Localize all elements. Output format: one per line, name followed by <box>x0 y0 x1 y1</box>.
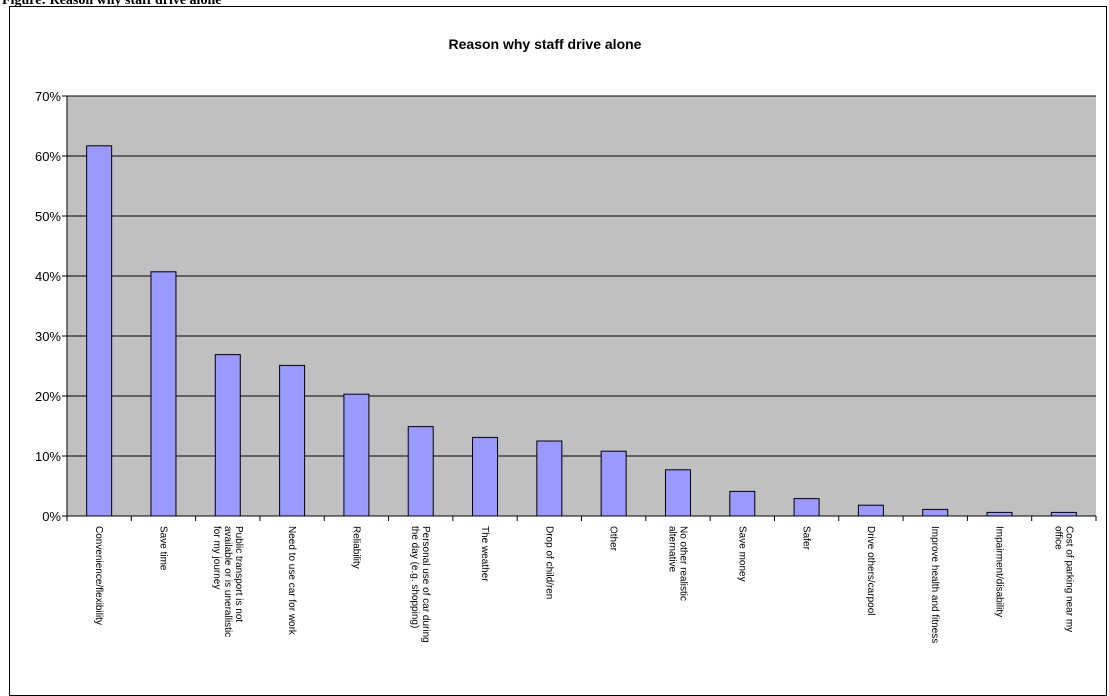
x-tick-label-9-line-0: No other realistic <box>677 526 688 601</box>
bars <box>86 145 1077 517</box>
bar-0 <box>86 145 113 517</box>
x-tick-label-13: Improve health and fitness <box>929 526 940 643</box>
x-tick-label-5-line-1: the day (e.g. shopping) <box>409 526 420 628</box>
x-tick-label-6-line-0: The weather <box>479 526 490 582</box>
bar-1 <box>150 271 177 517</box>
x-tick-label-0: Convenience/flexibility <box>93 526 104 625</box>
figure-caption: Figure: Reason why staff drive alone <box>2 0 222 8</box>
x-tick-label-1-line-0: Save time <box>157 526 168 571</box>
bar-7 <box>536 440 563 517</box>
bar-14 <box>986 511 1013 517</box>
x-tick-label-4: Reliability <box>350 526 361 569</box>
x-tick-label-2-line-0: Public transport is not <box>233 526 244 622</box>
y-tick-labels: 0% 10% 20% 30% 40% 50% 60% 70% <box>35 89 61 524</box>
x-tick-label-11-line-0: Safer <box>801 526 812 551</box>
bar-13 <box>922 508 949 517</box>
x-tick-label-4-line-0: Reliability <box>350 526 361 569</box>
bar-8 <box>600 450 627 517</box>
bar-9 <box>664 469 691 517</box>
y-tick-label-7: 70% <box>35 89 61 104</box>
x-tick-label-11: Safer <box>801 526 812 551</box>
bar-5 <box>407 426 434 517</box>
x-tick-label-15-line-0: Cost of parking near my <box>1063 526 1074 632</box>
y-tick-label-1: 10% <box>35 449 61 464</box>
bar-10 <box>729 490 756 517</box>
x-tick-label-0-line-0: Convenience/flexibility <box>93 526 104 625</box>
x-tick-label-5-line-0: Personal use of car during <box>420 526 431 643</box>
bar-2 <box>214 354 241 517</box>
x-tick-label-2-line-2: for my journey <box>211 526 222 589</box>
chart-frame: Reason why staff drive alone 0% 10% 20% 30%… <box>9 6 1107 696</box>
x-tick-label-2-line-1: available or is unerallistic <box>222 526 233 637</box>
y-tick-label-4: 40% <box>35 269 61 284</box>
bar-4 <box>343 393 370 517</box>
y-tick-label-3: 30% <box>35 329 61 344</box>
y-tick-label-5: 50% <box>35 209 61 224</box>
x-tick-label-3-line-0: Need to use car for work <box>286 526 297 636</box>
x-tick-label-9-line-1: alternative <box>666 526 677 573</box>
x-tick-label-15-line-1: office <box>1052 526 1063 550</box>
x-tick-label-10: Save money <box>736 526 747 582</box>
y-tick-label-2: 20% <box>35 389 61 404</box>
y-tick-label-0: 0% <box>42 509 61 524</box>
x-tick-label-8-line-0: Other <box>608 526 619 552</box>
x-tick-label-7-line-0: Drop of child/ren <box>543 526 554 599</box>
chart-svg: Reason why staff drive alone 0% 10% 20% 30%… <box>35 36 1097 643</box>
x-tick-label-1: Save time <box>157 526 168 571</box>
bar-3 <box>279 364 306 517</box>
x-tick-label-14-line-0: Impairment/disability <box>994 526 1005 617</box>
bar-11 <box>793 498 820 517</box>
bar-6 <box>472 436 499 517</box>
x-tick-label-12: Drive others/carpool <box>865 526 876 615</box>
x-tick-label-10-line-0: Save money <box>736 526 747 582</box>
x-tick-label-7: Drop of child/ren <box>543 526 554 599</box>
axes <box>62 95 1097 521</box>
x-tick-label-12-line-0: Drive others/carpool <box>865 526 876 615</box>
x-tick-label-14: Impairment/disability <box>994 526 1005 617</box>
x-tick-label-8: Other <box>608 526 619 552</box>
bar-15 <box>1050 511 1077 517</box>
y-tick-label-6: 60% <box>35 149 61 164</box>
x-tick-label-13-line-0: Improve health and fitness <box>929 526 940 643</box>
bar-12 <box>857 504 884 517</box>
chart-title: Reason why staff drive alone <box>449 36 642 52</box>
x-tick-labels: Convenience/flexibility Save time Public t… <box>93 526 1074 643</box>
x-tick-label-3: Need to use car for work <box>286 526 297 636</box>
x-tick-label-6: The weather <box>479 526 490 582</box>
